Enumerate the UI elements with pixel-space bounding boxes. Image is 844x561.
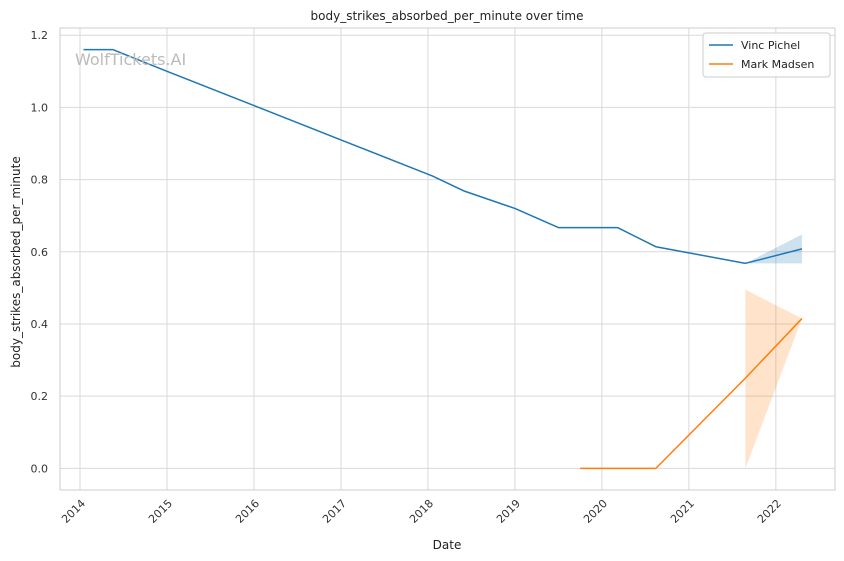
legend: Vinc Pichel Mark Madsen <box>702 32 831 78</box>
y-tick-label: 0.4 <box>31 318 49 331</box>
y-axis-label: body_strikes_absorbed_per_minute <box>9 156 23 367</box>
series-line-1 <box>580 318 803 470</box>
watermark: WolfTickets.AI <box>75 50 186 69</box>
grid <box>60 28 835 490</box>
y-tick-label: 1.0 <box>31 101 49 114</box>
legend-entry-1: Mark Madsen <box>741 58 814 71</box>
legend-box <box>702 32 831 78</box>
y-tick-label: 1.2 <box>31 29 49 42</box>
x-axis-label: Date <box>433 538 462 552</box>
chart-title: body_strikes_absorbed_per_minute over ti… <box>311 9 584 23</box>
series-line-0 <box>83 48 803 265</box>
plot-frame <box>59 27 836 491</box>
y-tick-label: 0.2 <box>31 390 49 403</box>
y-tick-label: 0.8 <box>31 174 49 187</box>
y-tick-label: 0.0 <box>31 462 49 475</box>
y-tick-label: 0.6 <box>31 246 49 259</box>
y-tick-labels: 0.0 0.2 0.4 0.6 0.8 1.0 1.2 <box>31 29 49 475</box>
confidence-band-0 <box>745 234 802 264</box>
series-lines <box>83 48 803 470</box>
legend-entry-0: Vinc Pichel <box>741 39 800 52</box>
